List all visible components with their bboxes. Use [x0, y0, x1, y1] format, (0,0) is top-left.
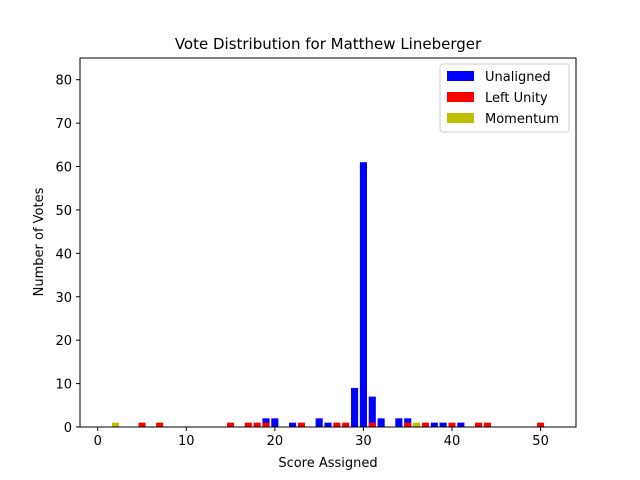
- y-tick-label: 60: [55, 161, 72, 176]
- bar-momentum-score-36: [413, 422, 421, 427]
- bar-left-unity-score-40: [448, 422, 456, 427]
- bar-left-unity-score-31: [368, 422, 376, 427]
- bar-unaligned-score-29: [351, 387, 359, 427]
- bar-unaligned-score-22: [289, 422, 297, 427]
- x-tick-label: 50: [532, 434, 549, 449]
- x-axis-ticks: 0 10 20 30 40 50: [94, 427, 549, 449]
- bar-unaligned-score-31: [368, 396, 376, 427]
- y-axis-label: Number of Votes: [32, 187, 47, 296]
- legend-swatch-left-unity: [447, 92, 474, 102]
- y-tick-label: 40: [55, 247, 72, 262]
- x-tick-label: 0: [94, 434, 102, 449]
- bar-left-unity-score-50: [537, 422, 545, 427]
- bar-unaligned-score-32: [377, 418, 385, 427]
- bar-unaligned-score-38: [430, 422, 438, 427]
- legend-label-left-unity: Left Unity: [485, 91, 548, 106]
- bar-left-unity-score-35: [404, 422, 412, 427]
- x-tick-label: 40: [444, 434, 461, 449]
- plot-bars: [111, 162, 545, 427]
- bar-left-unity-score-43: [475, 422, 483, 427]
- y-tick-label: 0: [64, 421, 72, 436]
- bar-left-unity-score-18: [253, 422, 261, 427]
- bar-unaligned-score-25: [315, 418, 323, 427]
- bar-left-unity-score-27: [333, 422, 341, 427]
- bar-unaligned-score-30: [359, 162, 367, 427]
- legend-swatch-momentum: [447, 113, 474, 123]
- bar-left-unity-score-23: [297, 422, 305, 427]
- legend: Unaligned Left Unity Momentum: [439, 63, 570, 133]
- legend-label-unaligned: Unaligned: [485, 70, 551, 85]
- y-tick-label: 70: [55, 117, 72, 132]
- legend-swatch-unaligned: [447, 71, 474, 81]
- bar-unaligned-score-39: [439, 422, 447, 427]
- bar-left-unity-score-5: [138, 422, 146, 427]
- y-tick-label: 10: [55, 378, 72, 393]
- x-tick-label: 10: [178, 434, 195, 449]
- y-tick-label: 20: [55, 334, 72, 349]
- y-axis-ticks: 0 10 20 30 40 50 60 70 80: [55, 74, 80, 436]
- bar-left-unity-score-44: [483, 422, 491, 427]
- legend-label-momentum: Momentum: [485, 112, 559, 127]
- bar-left-unity-score-15: [227, 422, 235, 427]
- bar-left-unity-score-7: [156, 422, 164, 427]
- y-tick-label: 30: [55, 291, 72, 306]
- plot-frame: [79, 57, 577, 428]
- bar-left-unity-score-19: [262, 422, 270, 427]
- bar-momentum-score-2: [111, 422, 119, 427]
- y-tick-label: 80: [55, 74, 72, 89]
- chart-title: Vote Distribution for Matthew Lineberger: [175, 35, 482, 53]
- bar-left-unity-score-17: [244, 422, 252, 427]
- bar-unaligned-score-34: [395, 418, 403, 427]
- x-axis-label: Score Assigned: [278, 456, 377, 471]
- bar-unaligned-score-20: [271, 418, 279, 427]
- bar-left-unity-score-28: [342, 422, 350, 427]
- bar-unaligned-score-26: [324, 422, 332, 427]
- y-tick-label: 50: [55, 204, 72, 219]
- bar-left-unity-score-37: [421, 422, 429, 427]
- x-tick-label: 30: [355, 434, 372, 449]
- x-tick-label: 20: [267, 434, 284, 449]
- bar-unaligned-score-41: [457, 422, 465, 427]
